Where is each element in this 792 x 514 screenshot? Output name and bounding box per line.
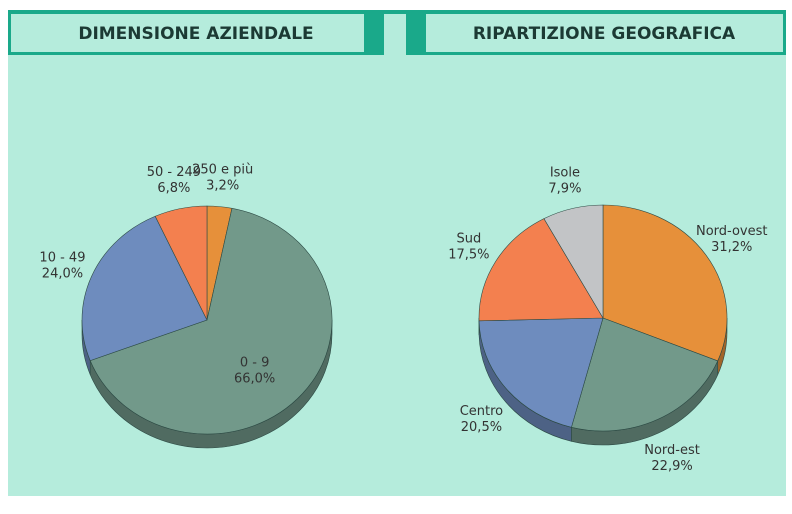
value-label: 66,0% bbox=[234, 371, 275, 386]
chart-title: RIPARTIZIONE GEOGRAFICA bbox=[473, 24, 736, 44]
value-label: 7,9% bbox=[548, 182, 581, 197]
pie-slice bbox=[478, 218, 604, 322]
pie-slice bbox=[89, 207, 333, 435]
pie-slice bbox=[543, 204, 604, 320]
slice-label: Sud bbox=[456, 232, 481, 247]
pie-slice bbox=[154, 205, 208, 321]
slice-label: 50 - 249 bbox=[147, 165, 201, 180]
slice-label: Nord-ovest bbox=[696, 224, 768, 239]
value-label: 31,2% bbox=[711, 240, 752, 255]
header-gap bbox=[384, 14, 406, 55]
value-label: 3,2% bbox=[206, 179, 239, 194]
slice-label: 0 - 9 bbox=[240, 355, 270, 370]
value-label: 20,5% bbox=[461, 420, 502, 435]
pie-slice bbox=[602, 204, 728, 362]
value-label: 17,5% bbox=[448, 248, 489, 263]
chart-title: DIMENSIONE AZIENDALE bbox=[78, 24, 313, 44]
slice-label: 10 - 49 bbox=[39, 250, 85, 265]
pie-slice bbox=[571, 317, 719, 432]
slice-label: Isole bbox=[550, 166, 580, 181]
header-box bbox=[11, 14, 364, 52]
value-label: 24,0% bbox=[42, 266, 83, 281]
value-label: 6,8% bbox=[157, 181, 190, 196]
pie-slice bbox=[478, 317, 604, 428]
slice-label: Nord-est bbox=[644, 443, 700, 458]
value-label: 22,9% bbox=[651, 459, 692, 474]
slice-label: Centro bbox=[460, 404, 503, 419]
header-box bbox=[426, 14, 783, 52]
pie-slice bbox=[81, 215, 208, 362]
slice-label: 250 e più bbox=[192, 163, 253, 178]
